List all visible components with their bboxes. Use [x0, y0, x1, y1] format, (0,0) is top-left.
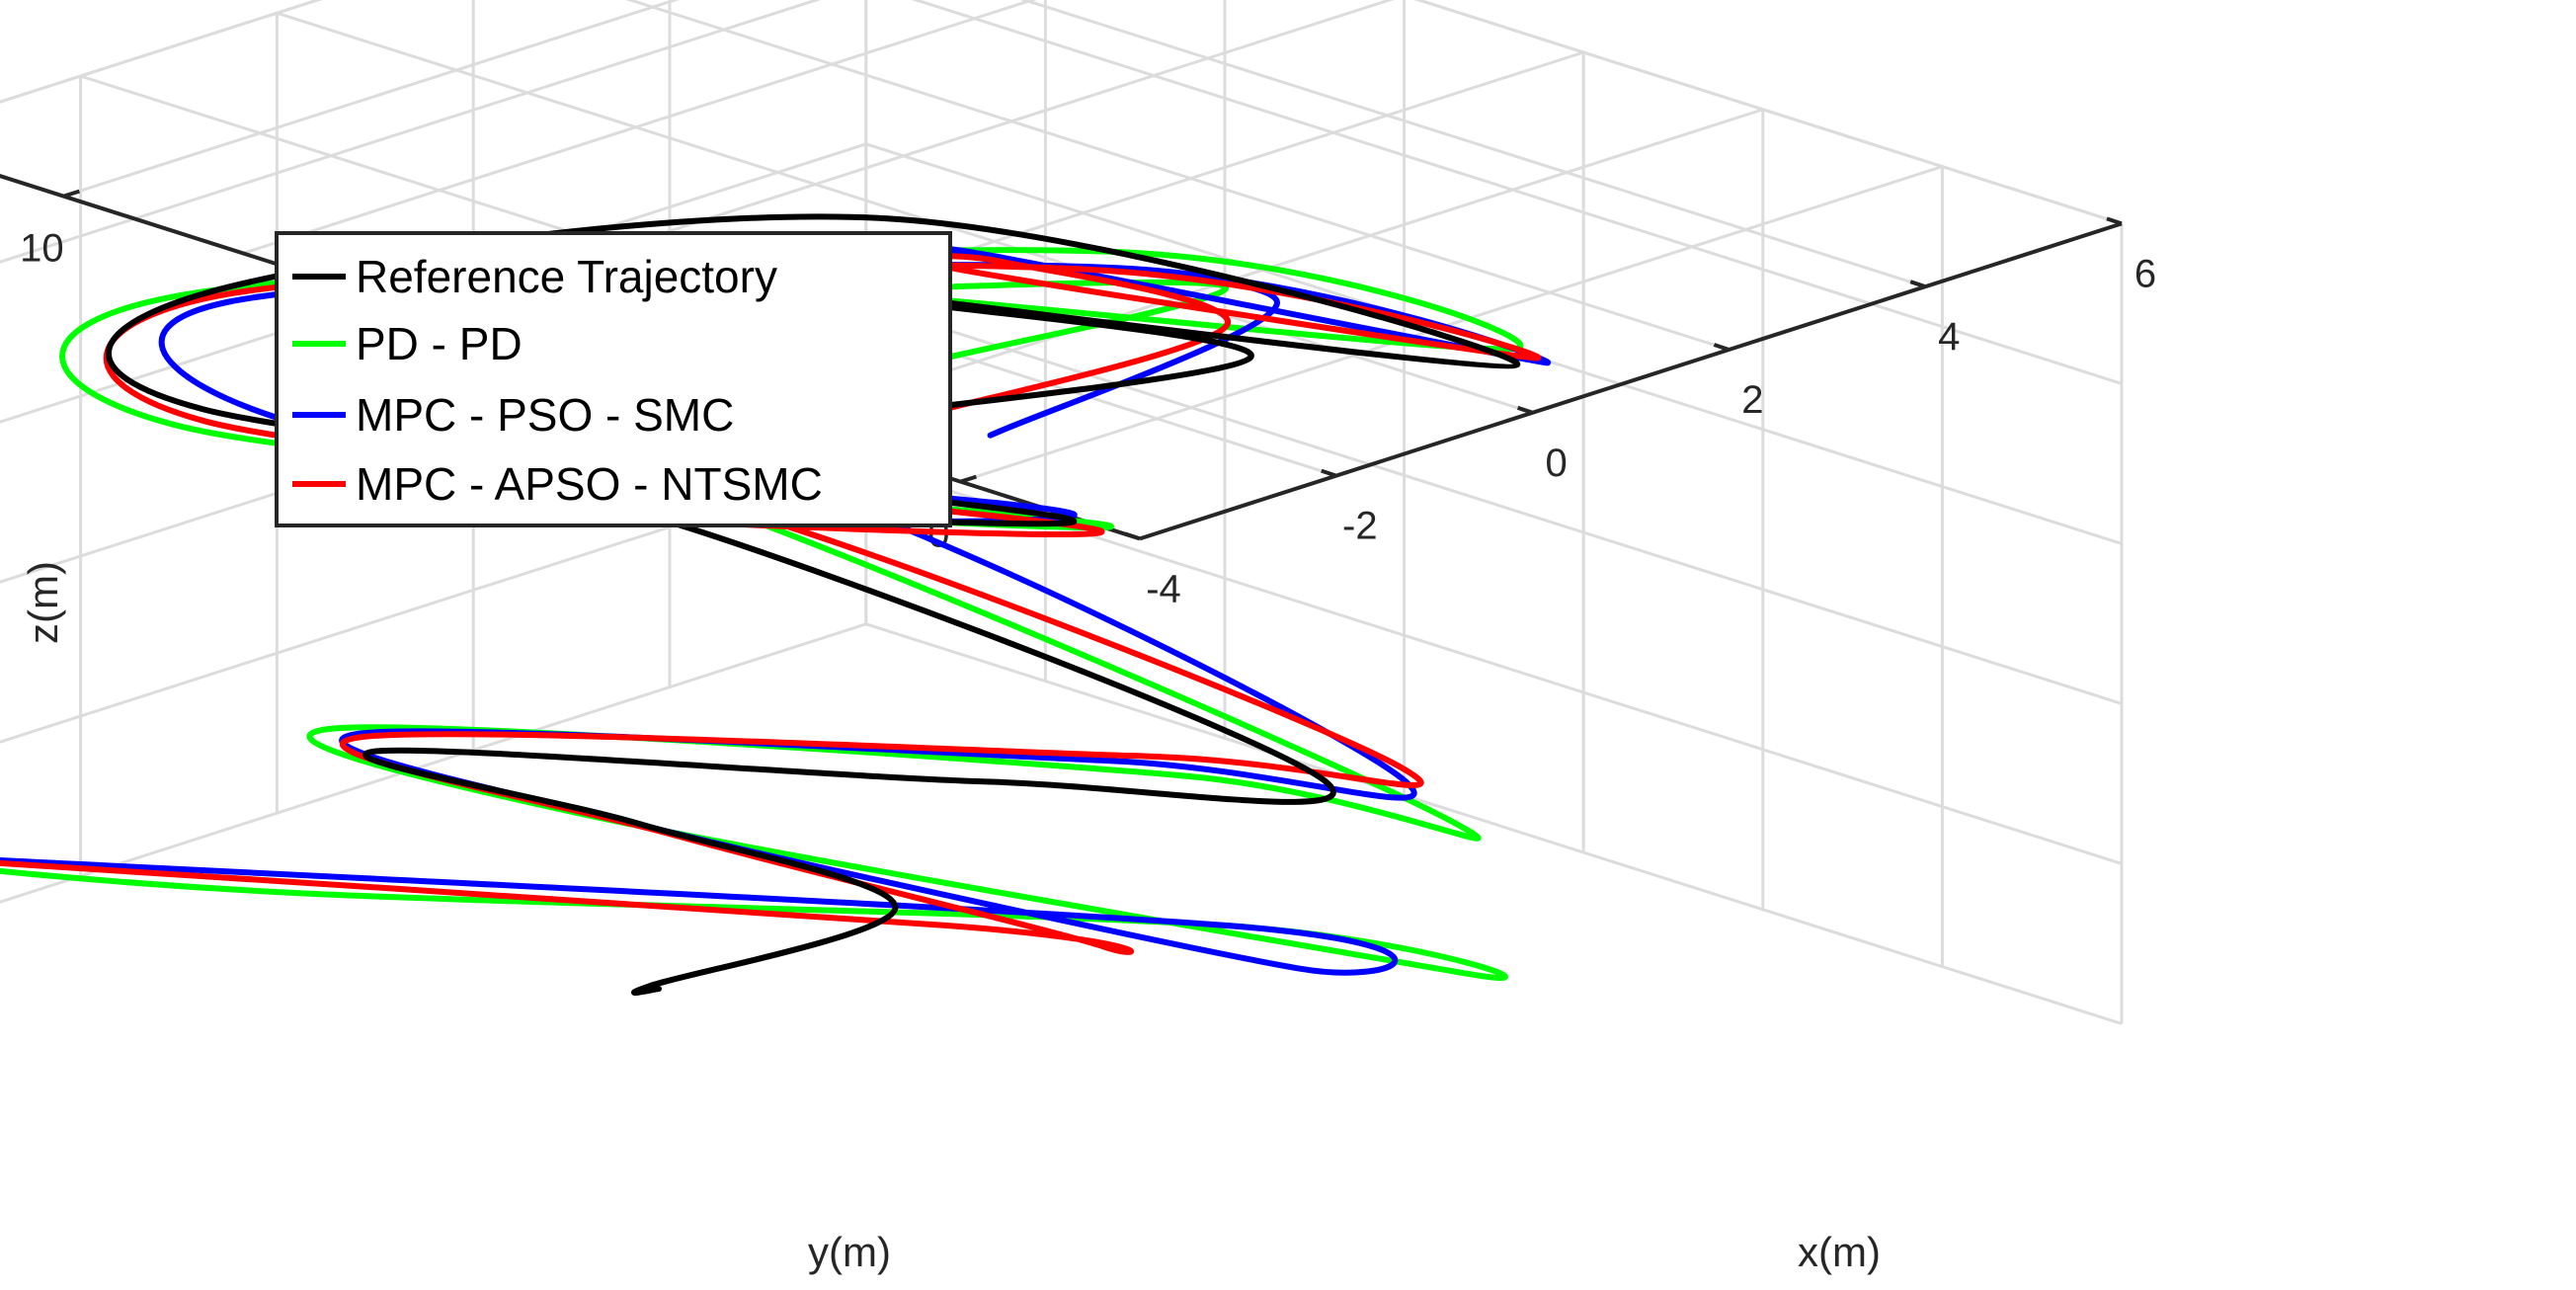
grid-floor-y-line [0, 0, 323, 104]
grid-side-z-line [865, 622, 2123, 1025]
x-tick-label: -2 [1342, 505, 1378, 548]
legend-label-mpc-apso-ntsmc: MPC - APSO - NTSMC [356, 458, 823, 510]
x-tick-label: 4 [1938, 315, 1960, 359]
y-tick-mark [959, 474, 977, 484]
legend: Reference Trajectory PD - PD MPC - PSO -… [275, 231, 952, 527]
x-tick-mark [1124, 531, 1141, 541]
legend-label-pd-pd: PD - PD [356, 318, 523, 369]
grid-floor-x-line [1019, 0, 1926, 288]
x-axis-label: x(m) [1798, 1229, 1881, 1275]
x-tick-mark [1713, 343, 1731, 352]
x-tick-label: 2 [1741, 378, 1763, 422]
x-tick-label: 6 [2134, 252, 2156, 295]
x-tick-mark [2106, 216, 2123, 226]
label-layer: z(m) y(m) x(m) [20, 561, 1881, 1275]
x-tick-mark [1516, 405, 1534, 415]
x-tick-label: -4 [1146, 567, 1181, 610]
grid-side-z-line [865, 302, 2123, 705]
grid-side-z-line [1413, 0, 2123, 225]
grid-floor-y-line [242, 0, 1037, 255]
grid-floor-x-line [1413, 0, 2123, 225]
z-axis-label: z(m) [20, 561, 66, 644]
y-tick-label: 10 [20, 227, 64, 271]
x-tick-mark [1909, 280, 1926, 289]
grid-floor-y-line [62, 0, 681, 199]
x-tick-mark [1321, 468, 1337, 478]
y-axis-label: y(m) [808, 1229, 891, 1275]
grid-side-z-line [865, 462, 2123, 865]
legend-box [275, 231, 952, 527]
legend-label-mpc-pso-smc: MPC - PSO - SMC [356, 389, 734, 441]
grid-floor-y-line [959, 165, 1943, 484]
grid-floor-x-line [625, 0, 1730, 352]
y-tick-mark [62, 189, 80, 199]
grid-side-z-line [911, 0, 2123, 385]
x-tick-label: 0 [1545, 442, 1567, 485]
grid-back-z-line [0, 622, 867, 904]
grid-back-z-line [0, 0, 323, 104]
legend-label-reference: Reference Trajectory [356, 251, 777, 302]
grid-back-z-line [0, 0, 822, 264]
x-axis-line [1139, 221, 2123, 541]
